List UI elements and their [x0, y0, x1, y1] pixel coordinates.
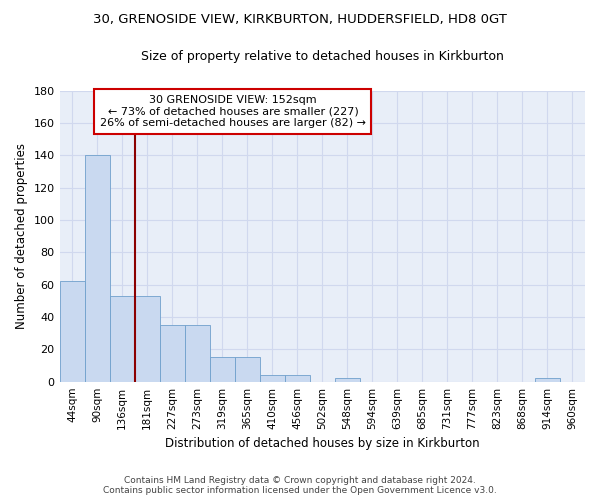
Bar	[85, 155, 110, 382]
Bar	[285, 375, 310, 382]
Bar	[535, 378, 560, 382]
Bar	[134, 296, 160, 382]
Text: Contains HM Land Registry data © Crown copyright and database right 2024.
Contai: Contains HM Land Registry data © Crown c…	[103, 476, 497, 495]
Bar	[260, 375, 285, 382]
Bar	[185, 325, 209, 382]
X-axis label: Distribution of detached houses by size in Kirkburton: Distribution of detached houses by size …	[165, 437, 479, 450]
Bar	[209, 358, 235, 382]
Bar	[335, 378, 360, 382]
Bar	[235, 358, 260, 382]
Text: 30, GRENOSIDE VIEW, KIRKBURTON, HUDDERSFIELD, HD8 0GT: 30, GRENOSIDE VIEW, KIRKBURTON, HUDDERSF…	[93, 12, 507, 26]
Bar	[160, 325, 185, 382]
Text: 30 GRENOSIDE VIEW: 152sqm
← 73% of detached houses are smaller (227)
26% of semi: 30 GRENOSIDE VIEW: 152sqm ← 73% of detac…	[100, 95, 366, 128]
Title: Size of property relative to detached houses in Kirkburton: Size of property relative to detached ho…	[141, 50, 504, 63]
Y-axis label: Number of detached properties: Number of detached properties	[15, 143, 28, 329]
Bar	[110, 296, 134, 382]
Bar	[59, 282, 85, 382]
